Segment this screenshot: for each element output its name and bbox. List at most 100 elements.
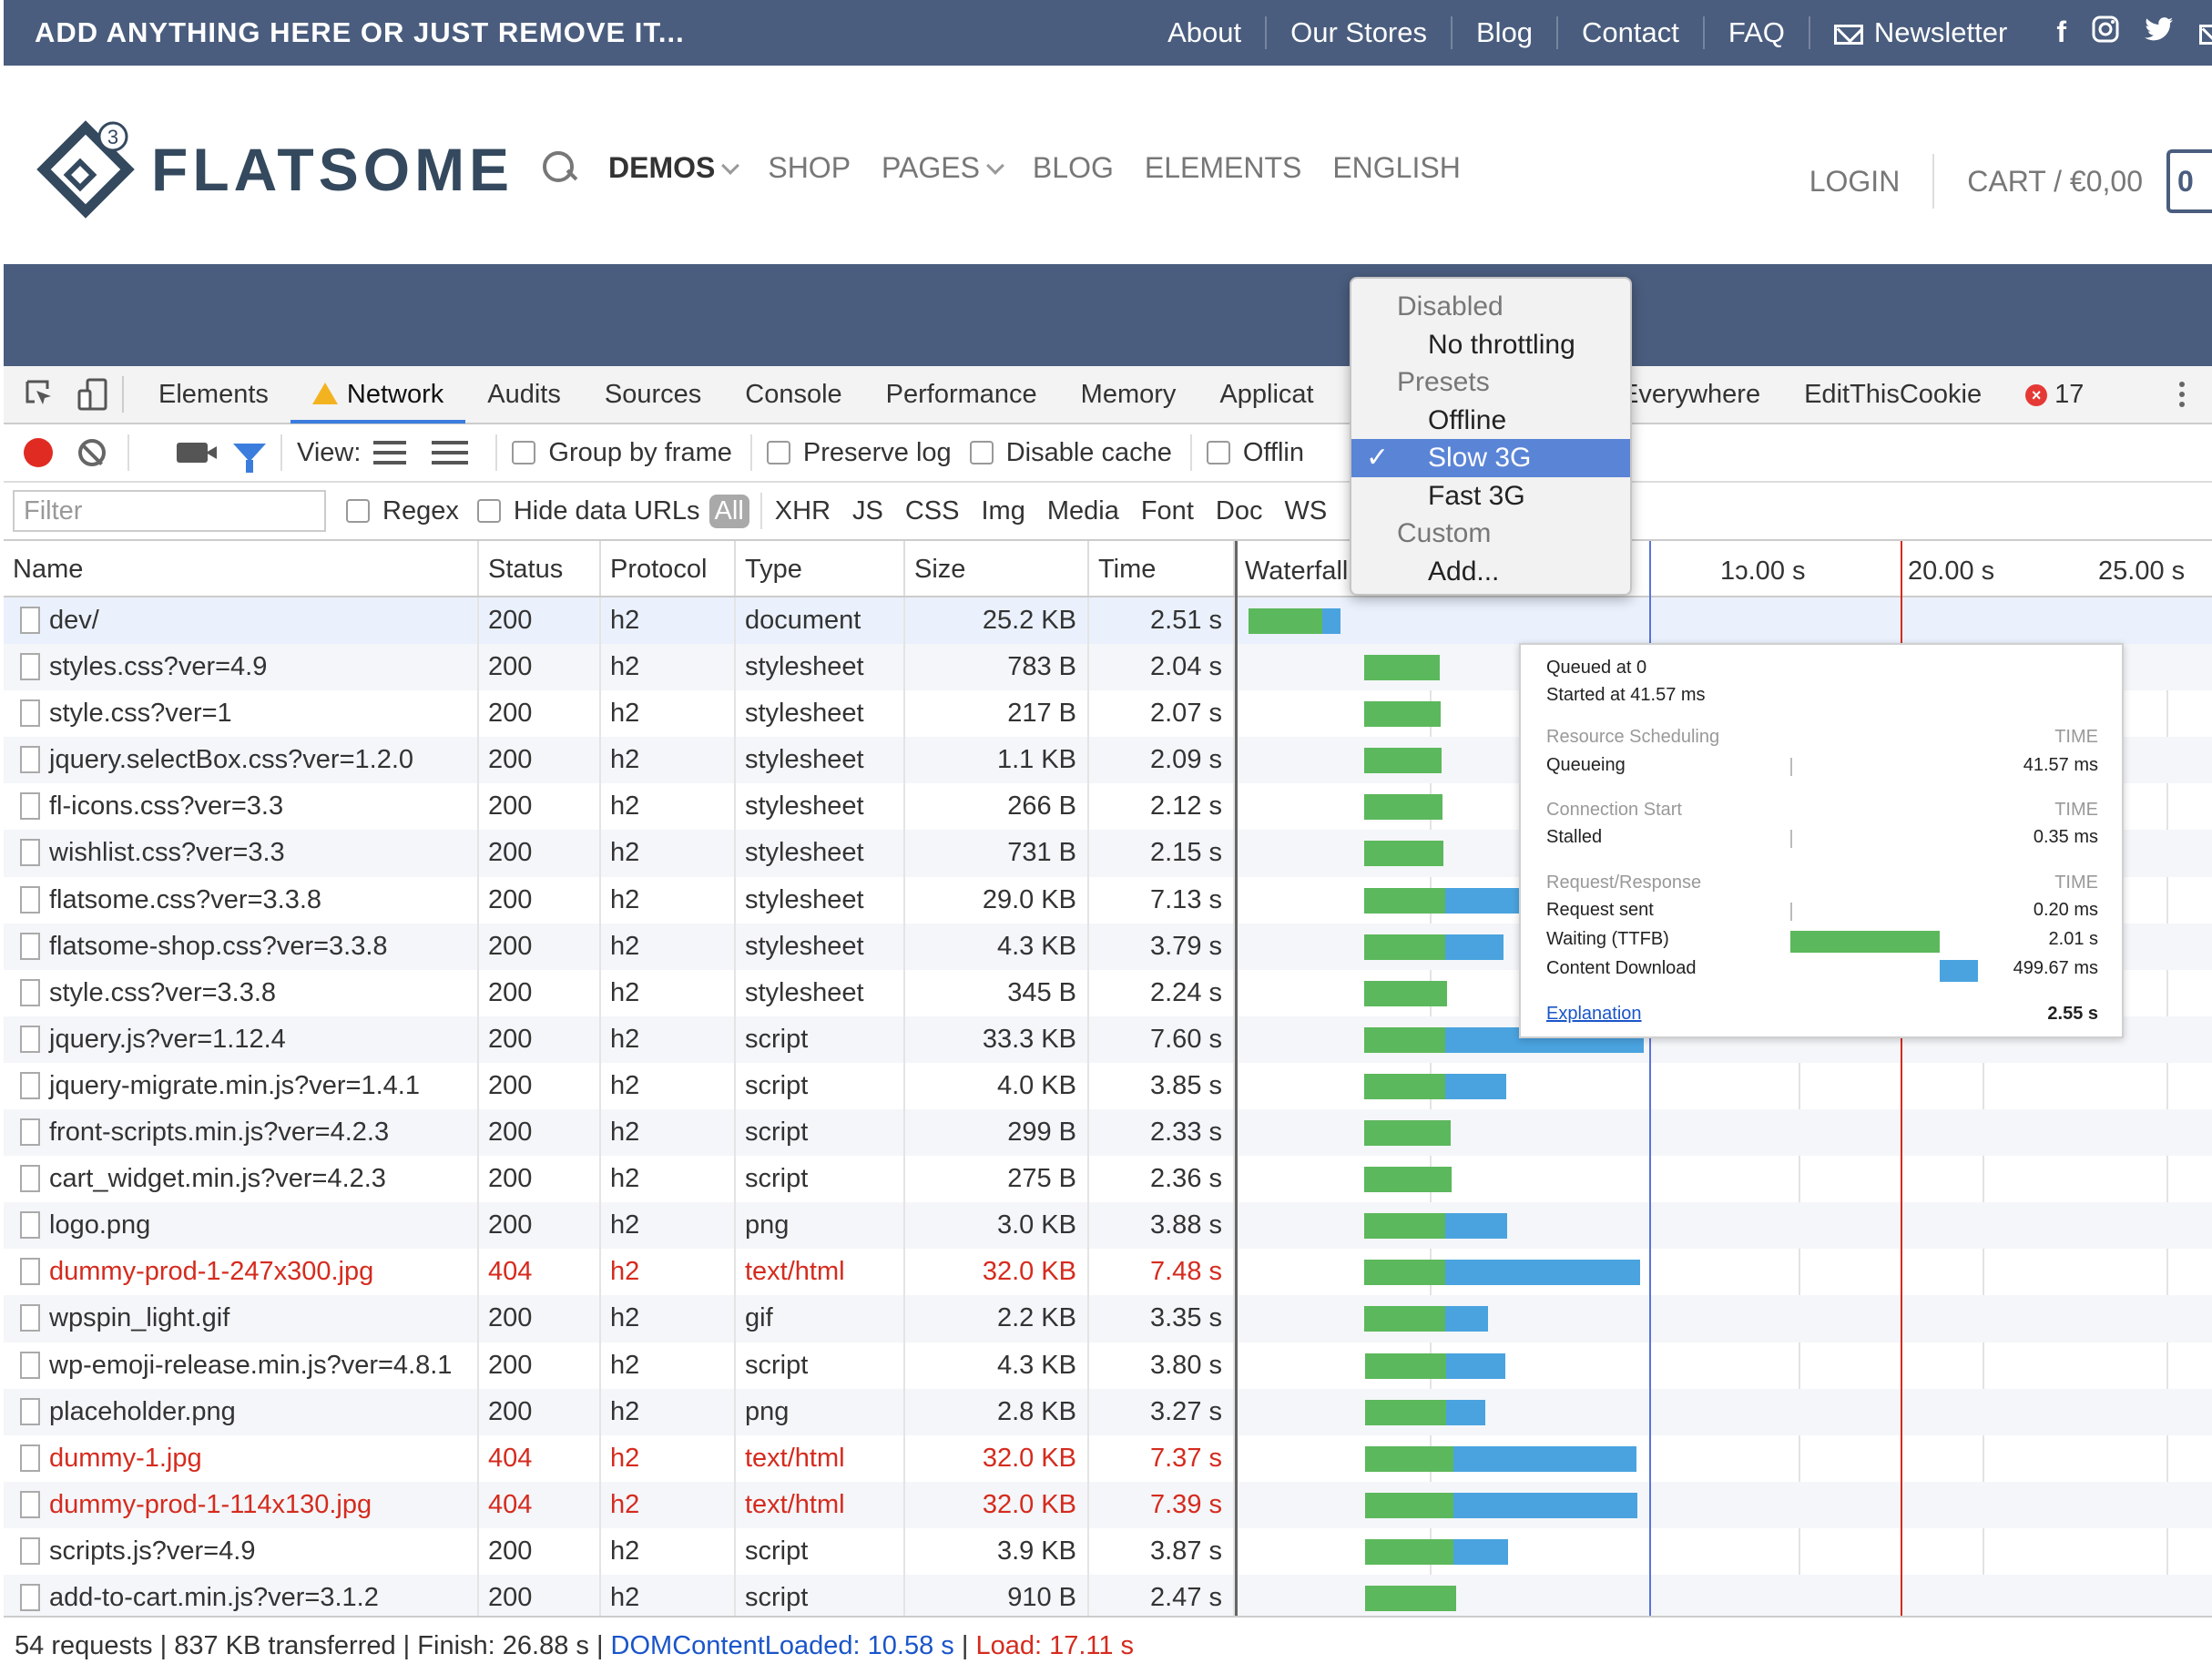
tab-console[interactable]: Console bbox=[745, 380, 842, 409]
table-row[interactable]: wpspin_light.gif 200 h2 gif 2.2 KB 3.35 s bbox=[4, 1295, 1235, 1342]
filter-type-xhr[interactable]: XHR bbox=[774, 495, 831, 526]
table-row[interactable]: logo.png 200 h2 png 3.0 KB 3.88 s bbox=[4, 1202, 1235, 1250]
search-icon[interactable] bbox=[541, 149, 577, 186]
regex-checkbox[interactable]: Regex bbox=[346, 496, 459, 526]
waterfall-row[interactable] bbox=[1238, 690, 2212, 737]
topbar-link-faq[interactable]: FAQ bbox=[1702, 16, 1809, 49]
instagram-icon[interactable] bbox=[2092, 15, 2119, 50]
nav-elements[interactable]: ELEMENTS bbox=[1144, 150, 1302, 184]
facebook-icon[interactable]: f bbox=[2056, 15, 2066, 48]
table-row[interactable]: fl-icons.css?ver=3.3 200 h2 stylesheet 266 B… bbox=[4, 783, 1235, 831]
cart-count-badge[interactable]: 0 bbox=[2166, 149, 2212, 213]
col-protocol[interactable]: Protocol bbox=[601, 541, 736, 596]
menu-item-slow-3g[interactable]: ✓ Slow 3G bbox=[1351, 439, 1630, 477]
col-waterfall[interactable]: Waterfall bbox=[1245, 556, 1349, 586]
site-logo[interactable]: 3 FLATSOME bbox=[35, 118, 514, 220]
waterfall-row[interactable] bbox=[1238, 1063, 2212, 1109]
table-row[interactable]: wishlist.css?ver=3.3 200 h2 stylesheet 731 B… bbox=[4, 830, 1235, 877]
filter-type-js[interactable]: JS bbox=[852, 495, 883, 526]
filter-type-all[interactable]: All bbox=[708, 494, 749, 528]
checkbox[interactable] bbox=[766, 441, 790, 464]
table-row[interactable]: dummy-1.jpg 404 h2 text/html 32.0 KB 7.37 s bbox=[4, 1434, 1235, 1482]
topbar-link-stores[interactable]: Our Stores bbox=[1265, 16, 1451, 49]
table-row[interactable]: jquery-migrate.min.js?ver=1.4.1 200 h2 scri… bbox=[4, 1062, 1235, 1110]
tab-audits[interactable]: Audits bbox=[487, 380, 561, 409]
waterfall-row[interactable] bbox=[1238, 1574, 2212, 1616]
checkbox[interactable] bbox=[1206, 441, 1230, 464]
offline-checkbox[interactable]: Offlin bbox=[1206, 438, 1304, 468]
waterfall-row[interactable] bbox=[1238, 1528, 2212, 1575]
topbar-link-about[interactable]: About bbox=[1167, 16, 1242, 48]
checkbox[interactable] bbox=[346, 499, 370, 523]
inspect-element-icon[interactable] bbox=[24, 378, 56, 411]
waterfall-row[interactable] bbox=[1238, 970, 2212, 1016]
table-row[interactable]: style.css?ver=1 200 h2 stylesheet 217 B 2.07 … bbox=[4, 690, 1235, 738]
table-row[interactable]: flatsome-shop.css?ver=3.3.8 200 h2 styleshe… bbox=[4, 923, 1235, 970]
timing-explanation-link[interactable]: Explanation bbox=[1546, 1004, 1642, 1024]
table-row[interactable]: jquery.selectBox.css?ver=1.2.0 200 h2 style… bbox=[4, 737, 1235, 784]
waterfall-row[interactable] bbox=[1238, 783, 2212, 830]
waterfall-row[interactable] bbox=[1238, 1481, 2212, 1528]
table-row[interactable]: scripts.js?ver=4.9 200 h2 script 3.9 KB 3.87 … bbox=[4, 1527, 1235, 1575]
table-row[interactable]: add-to-cart.min.js?ver=3.1.2 200 h2 script 9… bbox=[4, 1574, 1235, 1616]
record-icon[interactable] bbox=[24, 438, 53, 467]
filter-icon[interactable] bbox=[233, 444, 266, 473]
disable-cache-checkbox[interactable]: Disable cache bbox=[969, 438, 1172, 468]
preserve-log-checkbox[interactable]: Preserve log bbox=[766, 438, 952, 468]
waterfall-row[interactable] bbox=[1238, 1435, 2212, 1482]
group-by-frame-checkbox[interactable]: Group by frame bbox=[512, 438, 732, 468]
nav-blog[interactable]: BLOG bbox=[1032, 150, 1114, 184]
nav-demos[interactable]: DEMOS bbox=[608, 151, 740, 185]
table-row[interactable]: wp-emoji-release.min.js?ver=4.8.1 200 h2 sc… bbox=[4, 1342, 1235, 1389]
table-row[interactable]: placeholder.png 200 h2 png 2.8 KB 3.27 s bbox=[4, 1388, 1235, 1435]
twitter-icon[interactable] bbox=[2145, 15, 2174, 50]
waterfall-row[interactable] bbox=[1238, 1156, 2212, 1202]
menu-item-fast-3g[interactable]: Fast 3G bbox=[1428, 480, 1525, 511]
capture-screenshots-icon[interactable] bbox=[177, 443, 217, 463]
table-row[interactable]: dev/200 h2 document 25.2 KB 2.51 s bbox=[4, 597, 1235, 645]
tab-performance[interactable]: Performance bbox=[885, 380, 1037, 409]
filter-type-ws[interactable]: WS bbox=[1284, 495, 1328, 526]
cart-link[interactable]: CART / €0,00 bbox=[1967, 164, 2143, 198]
tab-editthiscookie[interactable]: EditThisCookie bbox=[1804, 380, 1983, 409]
tab-sources[interactable]: Sources bbox=[604, 380, 702, 409]
menu-item-offline[interactable]: Offline bbox=[1428, 404, 1507, 435]
table-row[interactable]: styles.css?ver=4.9 200 h2 stylesheet 783 B 2.… bbox=[4, 644, 1235, 691]
table-row[interactable]: dummy-prod-1-114x130.jpg 404 h2 text/html 32… bbox=[4, 1481, 1235, 1528]
nav-shop[interactable]: SHOP bbox=[768, 150, 851, 184]
filter-input[interactable]: Filter bbox=[13, 490, 326, 532]
tab-elements[interactable]: Elements bbox=[158, 380, 269, 409]
table-row[interactable]: cart_widget.min.js?ver=4.2.3 200 h2 script 2… bbox=[4, 1156, 1235, 1203]
mail-icon-small[interactable] bbox=[2199, 15, 2212, 50]
checkbox[interactable] bbox=[512, 441, 536, 464]
waterfall-row[interactable] bbox=[1238, 1342, 2212, 1389]
nav-pages[interactable]: PAGES bbox=[882, 151, 1004, 185]
col-name[interactable]: Name bbox=[4, 541, 479, 596]
topbar-link-contact[interactable]: Contact bbox=[1556, 16, 1703, 49]
waterfall-row[interactable] bbox=[1238, 1202, 2212, 1250]
filter-type-font[interactable]: Font bbox=[1140, 495, 1194, 526]
filter-type-doc[interactable]: Doc bbox=[1215, 495, 1263, 526]
waterfall-row[interactable] bbox=[1238, 1109, 2212, 1157]
topbar-link-blog[interactable]: Blog bbox=[1451, 16, 1556, 49]
col-size[interactable]: Size bbox=[905, 541, 1089, 596]
waterfall-row[interactable] bbox=[1238, 597, 2212, 645]
hide-data-urls-checkbox[interactable]: Hide data URLs bbox=[476, 496, 700, 526]
menu-item-add[interactable]: Add... bbox=[1428, 556, 1500, 587]
tab-memory[interactable]: Memory bbox=[1080, 380, 1177, 409]
filter-type-media[interactable]: Media bbox=[1046, 495, 1119, 526]
waterfall-row[interactable] bbox=[1238, 1388, 2212, 1435]
menu-item-no-throttling[interactable]: No throttling bbox=[1428, 329, 1575, 360]
col-type[interactable]: Type bbox=[736, 541, 905, 596]
filter-type-img[interactable]: Img bbox=[981, 495, 1025, 526]
checkbox[interactable] bbox=[969, 441, 994, 464]
col-time[interactable]: Time bbox=[1089, 541, 1235, 596]
error-counter[interactable]: × 17 bbox=[2003, 365, 2105, 424]
table-row[interactable]: front-scripts.min.js?ver=4.2.3 200 h2 scrip… bbox=[4, 1109, 1235, 1157]
nav-english[interactable]: ENGLISH bbox=[1332, 150, 1461, 184]
table-row[interactable]: dummy-prod-1-247x300.jpg 404 h2 text/html 32… bbox=[4, 1249, 1235, 1296]
table-row[interactable]: flatsome.css?ver=3.3.8 200 h2 stylesheet 29.… bbox=[4, 876, 1235, 924]
waterfall-row[interactable] bbox=[1238, 1295, 2212, 1342]
filter-type-css[interactable]: CSS bbox=[904, 495, 960, 526]
